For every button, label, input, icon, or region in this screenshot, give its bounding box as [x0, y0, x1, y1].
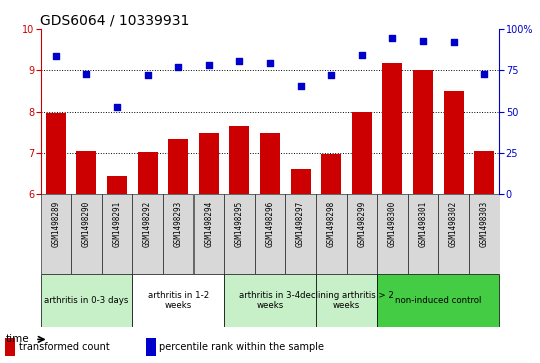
Point	[205, 62, 213, 68]
Text: arthritis in 0-3 days: arthritis in 0-3 days	[44, 296, 129, 305]
Bar	[224, 274, 316, 327]
Text: GSM1498292: GSM1498292	[143, 201, 152, 247]
Text: GSM1498291: GSM1498291	[112, 201, 122, 247]
Bar	[102, 194, 132, 274]
Bar	[413, 70, 433, 194]
Bar	[146, 338, 156, 356]
Point	[418, 38, 427, 44]
Bar	[46, 113, 66, 194]
Bar	[382, 63, 402, 194]
Text: percentile rank within the sample: percentile rank within the sample	[159, 342, 325, 352]
Bar	[255, 194, 285, 274]
Text: GDS6064 / 10339931: GDS6064 / 10339931	[40, 14, 190, 28]
Bar	[193, 194, 224, 274]
Bar	[316, 274, 377, 327]
Text: arthritis in 1-2
weeks: arthritis in 1-2 weeks	[147, 291, 209, 310]
Point	[235, 58, 244, 64]
Bar	[474, 151, 494, 194]
Text: GSM1498303: GSM1498303	[480, 201, 489, 247]
Point	[296, 83, 305, 89]
Bar	[321, 154, 341, 194]
Point	[388, 35, 397, 41]
Bar	[138, 152, 158, 194]
Point	[113, 105, 122, 110]
Bar	[352, 112, 372, 194]
Point	[174, 64, 183, 70]
Bar	[377, 194, 408, 274]
Bar	[260, 133, 280, 194]
Bar	[168, 139, 188, 194]
Point	[82, 72, 91, 77]
Text: transformed count: transformed count	[19, 342, 110, 352]
Text: GSM1498302: GSM1498302	[449, 201, 458, 247]
Bar	[444, 91, 463, 194]
Bar	[224, 194, 255, 274]
Bar	[132, 274, 224, 327]
Bar	[40, 194, 71, 274]
Point	[51, 53, 60, 59]
Text: GSM1498299: GSM1498299	[357, 201, 366, 247]
Bar	[71, 194, 102, 274]
Bar	[291, 168, 310, 194]
Bar	[347, 194, 377, 274]
Bar	[230, 126, 249, 194]
Bar	[5, 338, 15, 356]
Text: GSM1498298: GSM1498298	[327, 201, 336, 247]
Bar	[163, 194, 193, 274]
Bar	[285, 194, 316, 274]
Bar	[132, 194, 163, 274]
Bar	[40, 274, 132, 327]
Bar	[469, 194, 500, 274]
Text: GSM1498301: GSM1498301	[418, 201, 428, 247]
Text: arthritis in 3-4
weeks: arthritis in 3-4 weeks	[239, 291, 301, 310]
Bar	[438, 194, 469, 274]
Bar	[77, 151, 96, 194]
Bar	[377, 274, 500, 327]
Point	[357, 52, 366, 58]
Text: GSM1498289: GSM1498289	[51, 201, 60, 247]
Text: time: time	[5, 334, 29, 344]
Bar	[408, 194, 438, 274]
Text: GSM1498296: GSM1498296	[266, 201, 274, 247]
Text: GSM1498293: GSM1498293	[174, 201, 183, 247]
Text: non-induced control: non-induced control	[395, 296, 482, 305]
Point	[449, 39, 458, 45]
Point	[480, 72, 489, 77]
Point	[143, 72, 152, 78]
Bar	[199, 133, 219, 194]
Point	[266, 60, 274, 66]
Text: GSM1498295: GSM1498295	[235, 201, 244, 247]
Text: GSM1498294: GSM1498294	[204, 201, 213, 247]
Point	[327, 72, 335, 78]
Text: declining arthritis > 2
weeks: declining arthritis > 2 weeks	[300, 291, 394, 310]
Text: GSM1498297: GSM1498297	[296, 201, 305, 247]
Bar	[107, 176, 127, 194]
Bar	[316, 194, 347, 274]
Text: GSM1498300: GSM1498300	[388, 201, 397, 247]
Text: GSM1498290: GSM1498290	[82, 201, 91, 247]
